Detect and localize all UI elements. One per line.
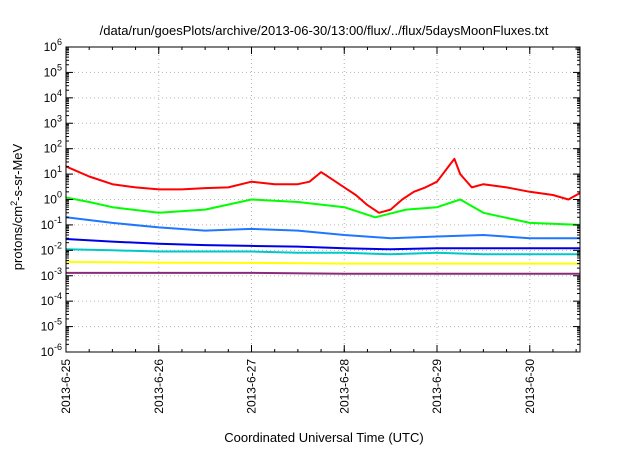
y-tick-base: 10 xyxy=(41,269,55,283)
y-tick-exponent: 2 xyxy=(57,139,62,149)
y-axis-label-rest: -s-sr-MeV xyxy=(10,143,25,200)
x-tick-label: 2013-6-28 xyxy=(337,359,351,414)
series-line-2 xyxy=(65,196,581,226)
y-tick-base: 10 xyxy=(41,218,55,232)
y-axis-label-base: protons/cm xyxy=(10,206,25,270)
plot-frame xyxy=(65,46,581,353)
y-tick-exponent: 4 xyxy=(57,88,62,98)
y-tick-exponent: -4 xyxy=(54,291,62,301)
y-tick-label: 101 xyxy=(44,164,62,181)
y-tick-label: 10-5 xyxy=(41,317,62,334)
y-tick-base: 10 xyxy=(41,294,55,308)
y-tick-label: 103 xyxy=(44,113,62,130)
y-axis-label: protons/cm2-s-sr-MeV xyxy=(9,143,25,270)
y-tick-label: 105 xyxy=(44,62,62,79)
y-tick-base: 10 xyxy=(44,116,58,130)
series-line-5 xyxy=(65,248,580,256)
y-tick-base: 10 xyxy=(41,345,55,359)
x-axis-label: Coordinated Universal Time (UTC) xyxy=(224,430,423,445)
y-tick-exponent: 3 xyxy=(57,113,62,123)
y-tick-base: 10 xyxy=(44,40,58,54)
x-tick-label: 2013-6-27 xyxy=(245,359,259,414)
x-tick-label: 2013-6-26 xyxy=(152,359,166,414)
y-tick-label: 102 xyxy=(44,139,62,156)
axes xyxy=(65,46,581,353)
y-tick-base: 10 xyxy=(44,167,58,181)
y-tick-label: 10-3 xyxy=(41,266,62,283)
y-tick-base: 10 xyxy=(44,142,58,156)
y-tick-base: 10 xyxy=(41,320,55,334)
y-tick-label: 106 xyxy=(44,37,62,54)
y-tick-label: 10-4 xyxy=(41,291,62,308)
series-group xyxy=(65,157,581,275)
y-tick-exponent: 6 xyxy=(57,37,62,47)
x-tick-labels: 2013-6-25 2013-6-26 2013-6-27 2013-6-28 2013… xyxy=(59,359,537,414)
series-line-1 xyxy=(65,157,581,214)
x-tick-label: 2013-6-29 xyxy=(430,359,444,414)
series-line-6 xyxy=(65,260,580,265)
y-tick-label: 104 xyxy=(44,88,62,105)
y-tick-base: 10 xyxy=(41,243,55,257)
x-tick-label: 2013-6-25 xyxy=(59,359,73,414)
y-tick-label: 10-1 xyxy=(41,215,62,232)
x-tick-label: 2013-6-30 xyxy=(523,359,537,414)
y-axis-label-superscript: 2 xyxy=(9,201,19,206)
chart-title: /data/run/goesPlots/archive/2013-06-30/1… xyxy=(100,23,549,38)
y-tick-exponent: 0 xyxy=(57,190,62,200)
y-tick-exponent: -1 xyxy=(54,215,62,225)
y-tick-label: 10-6 xyxy=(41,342,62,359)
y-tick-exponent: -2 xyxy=(54,240,62,250)
series-line-3 xyxy=(65,216,580,240)
y-tick-exponent: -5 xyxy=(54,317,62,327)
y-tick-label: 10-2 xyxy=(41,240,62,257)
series-line-7 xyxy=(66,271,580,275)
y-tick-base: 10 xyxy=(44,193,58,207)
y-tick-exponent: 5 xyxy=(57,62,62,72)
grid xyxy=(66,47,580,352)
series-line-4 xyxy=(65,238,580,251)
y-tick-labels: 10-610-510-410-310-210-11001011021031041… xyxy=(41,37,62,359)
y-tick-exponent: -3 xyxy=(54,266,62,276)
y-tick-base: 10 xyxy=(44,65,58,79)
y-tick-exponent: -6 xyxy=(54,342,62,352)
y-tick-exponent: 1 xyxy=(57,164,62,174)
y-tick-label: 100 xyxy=(44,190,62,207)
y-tick-base: 10 xyxy=(44,91,58,105)
